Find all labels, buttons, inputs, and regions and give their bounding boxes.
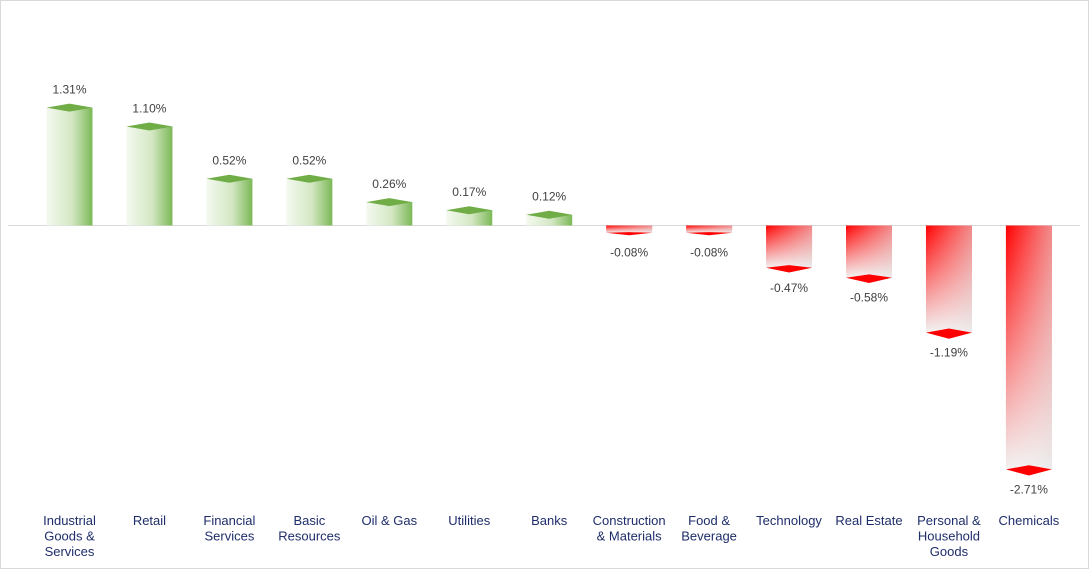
bar-shade — [925, 225, 972, 333]
category-label: Retail — [133, 513, 166, 528]
bar-cap — [846, 274, 892, 283]
bar — [46, 103, 93, 226]
bar-cap — [366, 198, 413, 207]
bar-cap — [925, 328, 972, 339]
bar-cap — [446, 206, 493, 215]
bar-body — [46, 107, 93, 226]
category-label: Banks — [531, 513, 568, 528]
category-label: Basic Resources — [278, 513, 341, 544]
category-label: Industrial Goods & Services — [43, 513, 96, 559]
data-label: -0.08% — [690, 246, 728, 260]
category-label: Personal & Household Goods — [917, 513, 981, 559]
bar — [446, 206, 493, 226]
bar-cap — [206, 174, 253, 183]
bar — [526, 210, 573, 226]
bar — [606, 225, 653, 236]
bar-body — [366, 202, 413, 226]
bar-cap — [46, 103, 93, 112]
category-label: Utilities — [448, 513, 490, 528]
bar-cap — [1005, 465, 1052, 476]
bar-shade — [606, 225, 653, 233]
bar — [846, 225, 892, 283]
bar — [206, 174, 253, 226]
bar-body — [526, 214, 573, 226]
bar-body — [446, 210, 493, 226]
bar-shade — [766, 225, 813, 268]
category-label: Technology — [756, 513, 822, 528]
data-label: 0.52% — [212, 154, 246, 168]
bar-body — [126, 126, 173, 226]
data-label: -0.08% — [610, 246, 648, 260]
bar — [126, 122, 173, 226]
bar — [925, 225, 972, 339]
bar — [766, 225, 813, 273]
bar-cap — [766, 265, 813, 273]
data-label: -0.47% — [770, 281, 808, 295]
category-label: Oil & Gas — [361, 513, 417, 528]
bar-shade — [686, 225, 733, 233]
category-label: Food & Beverage — [681, 513, 737, 544]
bar — [366, 198, 413, 226]
bar-cap — [526, 210, 573, 219]
category-label: Construction & Materials — [593, 513, 666, 544]
category-label: Real Estate — [835, 513, 902, 528]
bar-shade — [1005, 225, 1052, 470]
bar-cap — [686, 232, 733, 236]
category-label: Chemicals — [999, 513, 1060, 528]
bar-shade — [846, 225, 892, 278]
category-label: Financial Services — [203, 513, 255, 544]
data-label: 1.10% — [132, 102, 166, 116]
bar-body — [286, 178, 333, 226]
bar-cap — [286, 174, 333, 183]
data-label: -1.19% — [930, 346, 968, 360]
bar-body — [206, 178, 253, 226]
data-label: -0.58% — [850, 291, 888, 305]
data-label: -2.71% — [1010, 482, 1048, 496]
data-label: 0.52% — [292, 154, 326, 168]
data-label: 0.26% — [372, 177, 406, 191]
bar-cap — [606, 232, 653, 236]
data-label: 0.17% — [452, 185, 486, 199]
bar — [686, 225, 733, 236]
bar — [286, 174, 333, 226]
data-label: 1.31% — [52, 83, 86, 97]
bar — [1005, 225, 1052, 476]
data-label: 0.12% — [532, 190, 566, 204]
bar-cap — [126, 122, 173, 131]
